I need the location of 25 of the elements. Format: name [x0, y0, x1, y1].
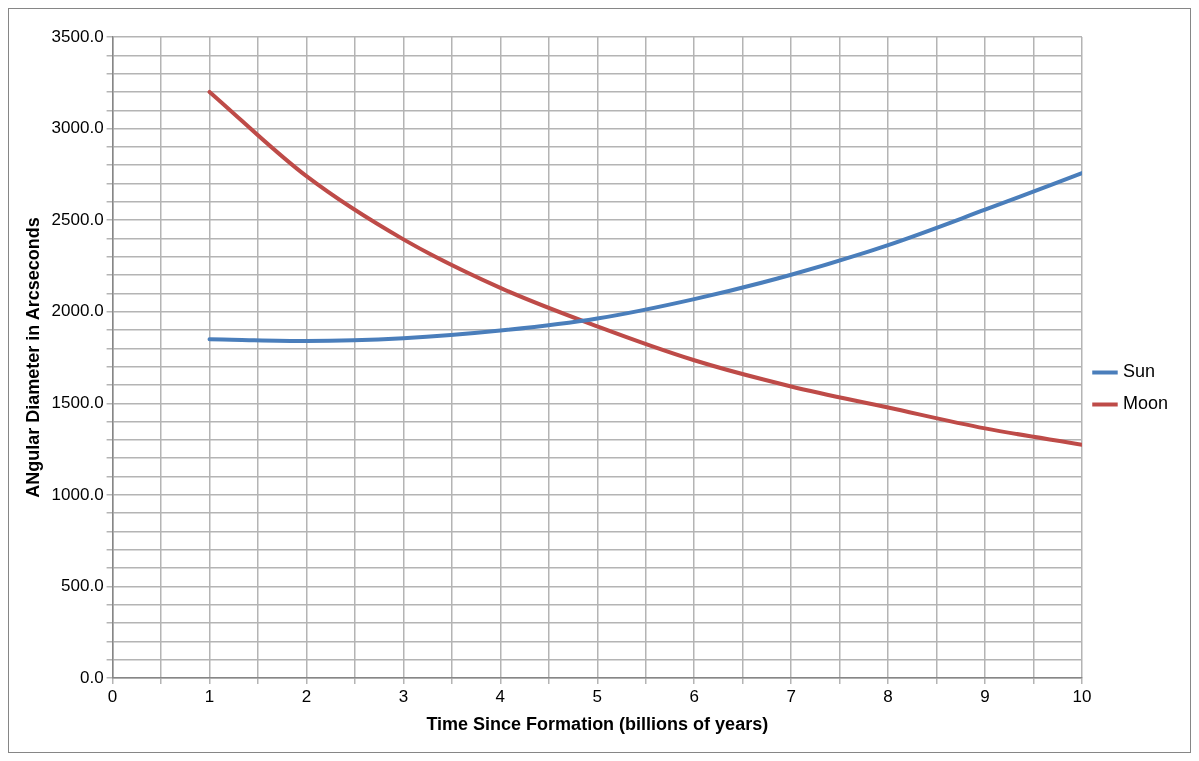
y-tick-label: 3000.0 — [51, 118, 104, 138]
y-axis-title: ANgular Diameter in Arcseconds — [22, 217, 43, 498]
y-tick-label: 1500.0 — [51, 392, 104, 412]
x-tick-label: 8 — [883, 686, 893, 706]
x-tick-label: 10 — [1072, 686, 1092, 706]
line-series — [207, 89, 1082, 447]
y-tick-label: 500.0 — [61, 576, 104, 596]
y-tick-label: 1000.0 — [51, 484, 104, 504]
y-tick-label: 2500.0 — [51, 209, 104, 229]
legend-label: Sun — [1122, 361, 1155, 382]
x-tick-label: 5 — [592, 686, 603, 706]
line-series — [207, 171, 1082, 344]
x-axis-title: Time Since Formation (billions of years) — [426, 714, 769, 735]
y-tick-label: 0.0 — [79, 667, 104, 687]
x-tick-label: 1 — [204, 686, 215, 706]
x-tick-label: 6 — [689, 686, 699, 706]
x-tick-label: 0 — [107, 686, 118, 706]
x-tick-label: 3 — [398, 686, 409, 706]
x-tick-label: 7 — [786, 686, 796, 706]
legend-label: Moon — [1122, 393, 1168, 414]
x-tick-label: 2 — [301, 686, 312, 706]
x-tick-label: 9 — [980, 686, 990, 706]
y-tick-label: 2000.0 — [51, 301, 104, 321]
x-tick-label: 4 — [495, 686, 506, 706]
y-tick-label: 3500.0 — [51, 26, 104, 46]
